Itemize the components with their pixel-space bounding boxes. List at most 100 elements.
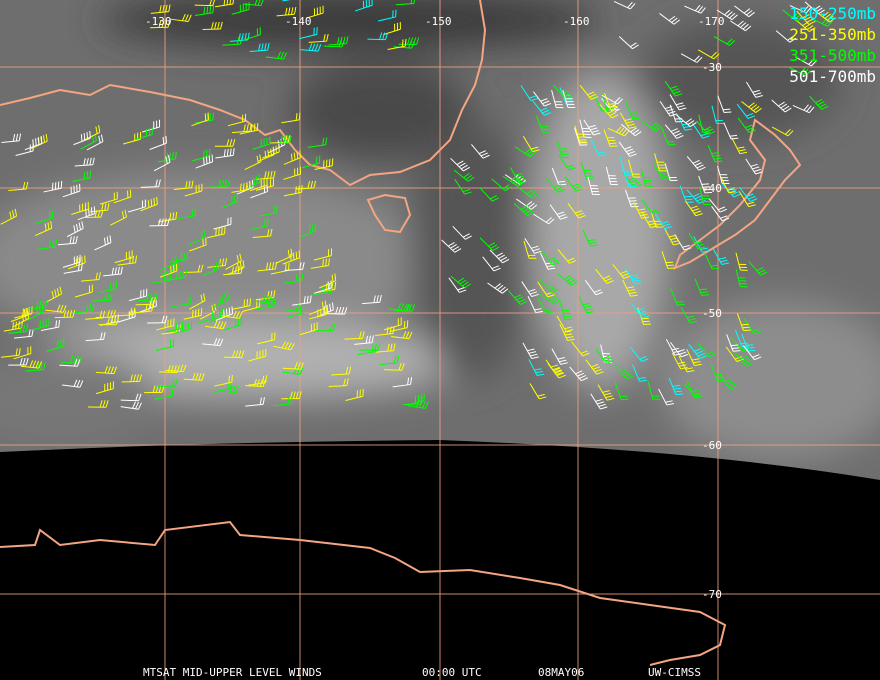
- barb-tick: [688, 318, 696, 321]
- barb-tick: [674, 353, 682, 356]
- wind-barb: [771, 99, 792, 113]
- barb-tick: [109, 282, 112, 291]
- wind-barb: [305, 5, 324, 19]
- barb-tick: [331, 158, 334, 166]
- barb-tick: [149, 293, 152, 301]
- barb-tick: [796, 16, 803, 22]
- barb-tick: [829, 17, 836, 23]
- barb-tick: [465, 174, 473, 180]
- barb-tick: [296, 367, 301, 375]
- barb-tick: [407, 37, 411, 45]
- barb-tick: [175, 211, 178, 220]
- wind-barb: [72, 170, 92, 182]
- barb-tick: [50, 220, 53, 229]
- barb-tick: [630, 42, 637, 48]
- barb-tick: [534, 250, 542, 254]
- barb-tick: [331, 302, 334, 310]
- barb-tick: [799, 67, 806, 74]
- barb-tick: [100, 134, 104, 142]
- barb-tick: [531, 356, 539, 360]
- barb-tick: [529, 291, 538, 295]
- wind-barb: [795, 56, 817, 67]
- barb-tick: [602, 390, 610, 393]
- barb-tick: [15, 348, 18, 356]
- wind-barb: [157, 378, 178, 387]
- barb-tick: [195, 372, 199, 381]
- wind-barb: [731, 137, 748, 155]
- barb-tick: [652, 210, 661, 215]
- barb-tick: [462, 281, 469, 287]
- barb-tick: [821, 105, 829, 110]
- barb-tick: [746, 201, 755, 205]
- barb-tick: [47, 222, 50, 230]
- barb-tick: [55, 320, 58, 328]
- barb-shaft: [328, 43, 347, 46]
- barb-tick: [624, 130, 630, 137]
- barb-tick: [83, 158, 86, 166]
- barb-tick: [785, 128, 791, 135]
- barb-tick: [365, 335, 368, 344]
- barb-tick: [216, 338, 221, 346]
- wind-barb: [199, 303, 217, 320]
- wind-barb: [299, 27, 318, 40]
- barb-tick: [290, 153, 293, 162]
- wind-barb: [71, 201, 89, 215]
- barb-tick: [113, 366, 117, 374]
- barb-tick: [267, 296, 272, 304]
- latitude-label: -60: [702, 439, 722, 452]
- barb-tick: [200, 264, 204, 272]
- barb-tick: [165, 156, 168, 164]
- barb-tick: [392, 326, 395, 334]
- barb-tick: [668, 15, 676, 22]
- barb-tick: [297, 362, 301, 370]
- wind-barb: [582, 229, 598, 247]
- wind-barb: [120, 393, 142, 402]
- barb-tick: [543, 112, 552, 116]
- barb-tick: [746, 10, 753, 16]
- barb-tick: [493, 267, 501, 272]
- barb-tick: [806, 105, 812, 112]
- wind-barb: [479, 187, 499, 202]
- barb-tick: [281, 341, 286, 349]
- barb-tick: [621, 272, 630, 277]
- barb-shaft: [711, 105, 717, 124]
- barb-tick: [535, 310, 543, 314]
- barb-tick: [747, 115, 756, 119]
- barb-tick: [72, 356, 77, 364]
- barb-tick: [530, 146, 539, 150]
- barb-shaft: [155, 345, 174, 352]
- barb-tick: [273, 206, 275, 214]
- barb-tick: [200, 231, 203, 239]
- wind-barb: [281, 391, 302, 400]
- barb-tick: [747, 347, 755, 349]
- barb-tick: [25, 324, 29, 332]
- barb-tick: [748, 195, 756, 200]
- legend: 150-250mb 251-350mb 351-500mb 501-700mb: [789, 4, 876, 86]
- wind-barb: [736, 313, 751, 332]
- barb-tick: [824, 13, 832, 19]
- barb-tick: [63, 310, 67, 318]
- wind-barb: [537, 297, 554, 314]
- barb-tick: [480, 152, 488, 157]
- barb-tick: [675, 93, 683, 97]
- wind-barb: [195, 154, 214, 169]
- wind-barb: [647, 381, 660, 400]
- barb-tick: [164, 315, 168, 323]
- barb-tick: [69, 355, 74, 364]
- wind-barb: [545, 359, 564, 376]
- barb-tick: [698, 166, 706, 171]
- barb-shaft: [283, 280, 302, 284]
- barb-tick: [488, 242, 496, 247]
- barb-tick: [284, 341, 289, 349]
- barb-tick: [54, 182, 57, 190]
- barb-tick: [338, 306, 342, 315]
- barb-tick: [270, 170, 273, 179]
- barb-tick: [780, 103, 788, 109]
- wind-barb: [693, 236, 710, 253]
- wind-barb: [215, 0, 234, 8]
- barb-tick: [576, 212, 584, 217]
- barb-tick: [69, 310, 73, 318]
- barb-tick: [191, 180, 194, 188]
- wind-barb: [25, 362, 46, 372]
